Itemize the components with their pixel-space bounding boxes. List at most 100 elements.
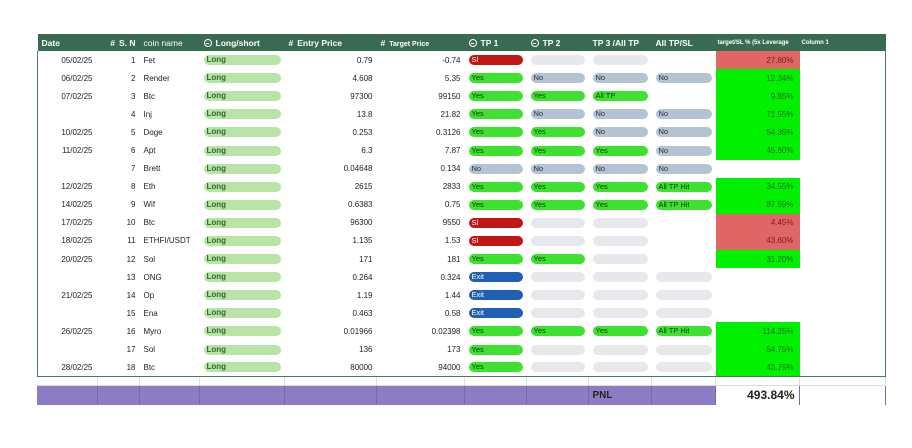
alltp-cell[interactable]: No (652, 123, 716, 141)
tp2-cell[interactable]: Yes (527, 178, 589, 196)
tp1-cell[interactable]: Yes (465, 123, 527, 141)
cell[interactable] (97, 377, 140, 386)
sn-cell[interactable]: 13 (98, 268, 140, 286)
date-cell[interactable]: 06/02/25 (37, 69, 98, 88)
tp3-cell[interactable] (589, 214, 652, 232)
tp1-cell[interactable]: Yes (465, 250, 527, 268)
col1-cell[interactable] (799, 69, 886, 88)
sn-cell[interactable]: 16 (98, 322, 140, 340)
header-target[interactable]: # Target Price (376, 34, 465, 51)
cell[interactable] (284, 385, 377, 406)
target-cell[interactable]: 1.53 (377, 232, 465, 250)
tp3-cell[interactable]: No (589, 69, 652, 87)
entry-cell[interactable]: 0.264 (285, 268, 377, 286)
ls-cell[interactable]: Long (200, 87, 285, 105)
coin-cell[interactable]: Inj (140, 105, 200, 123)
date-cell[interactable]: 26/02/25 (37, 322, 98, 341)
cell[interactable] (715, 377, 800, 386)
sn-cell[interactable]: 2 (98, 69, 140, 87)
target-cell[interactable]: -0.74 (377, 51, 465, 69)
pct-cell[interactable] (716, 268, 800, 286)
coin-cell[interactable]: ETHFI/USDT (140, 232, 200, 250)
pct-cell[interactable]: 9.85% (715, 87, 800, 106)
sn-cell[interactable]: 8 (98, 178, 140, 196)
col1-cell[interactable] (799, 159, 886, 178)
alltp-cell[interactable] (652, 214, 716, 232)
col1-cell[interactable] (799, 141, 886, 160)
target-cell[interactable]: 0.324 (377, 268, 465, 286)
date-cell[interactable]: 14/02/25 (37, 195, 98, 214)
tp3-cell[interactable]: Yes (589, 141, 652, 159)
coin-cell[interactable]: Op (140, 286, 200, 304)
date-cell[interactable] (37, 304, 98, 323)
ls-cell[interactable]: Long (200, 178, 285, 196)
tp2-cell[interactable] (527, 304, 589, 322)
target-cell[interactable]: 1.44 (377, 286, 465, 304)
cell[interactable] (37, 385, 98, 406)
cell[interactable] (526, 385, 589, 406)
target-cell[interactable]: 0.75 (377, 196, 465, 214)
target-cell[interactable]: 99150 (377, 87, 465, 105)
tp2-cell[interactable] (526, 358, 589, 378)
target-cell[interactable]: 181 (377, 250, 465, 268)
sn-cell[interactable]: 15 (98, 304, 140, 322)
pct-cell[interactable]: 43.60% (715, 231, 800, 251)
tp1-cell[interactable]: Exit (465, 268, 527, 286)
tp2-cell[interactable] (527, 341, 589, 359)
target-cell[interactable]: 94000 (376, 358, 465, 378)
tp3-cell[interactable]: Yes (589, 196, 652, 214)
alltp-cell[interactable]: All TP Hit (652, 196, 716, 214)
ls-cell[interactable]: Long (200, 341, 285, 359)
entry-cell[interactable]: 171 (285, 250, 377, 268)
col1-cell[interactable] (799, 358, 886, 378)
pnl-label[interactable]: PNL (588, 385, 652, 406)
tp3-cell[interactable]: No (589, 160, 652, 178)
alltp-cell[interactable] (652, 286, 716, 304)
target-cell[interactable]: 0.134 (377, 160, 465, 178)
entry-cell[interactable]: 0.6383 (285, 196, 377, 214)
entry-cell[interactable]: 96300 (285, 214, 377, 232)
col1-cell[interactable] (799, 177, 886, 196)
pct-cell[interactable]: 43.75% (715, 358, 800, 378)
coin-cell[interactable]: Doge (140, 123, 200, 141)
tp1-cell[interactable]: Sl (465, 214, 527, 232)
sn-cell[interactable]: 5 (98, 123, 140, 141)
tp3-cell[interactable] (589, 286, 652, 304)
header-entry[interactable]: # Entry Price (284, 34, 377, 51)
alltp-cell[interactable]: All TP Hit (652, 178, 716, 196)
alltp-cell[interactable] (652, 51, 716, 69)
cell[interactable] (284, 377, 377, 386)
tp3-cell[interactable] (589, 341, 652, 359)
tp1-cell[interactable]: Yes (465, 322, 527, 340)
header-sn[interactable]: # S. N (97, 34, 140, 51)
ls-cell[interactable]: Long (200, 286, 285, 304)
tp1-cell[interactable]: Yes (465, 87, 527, 105)
col1-cell[interactable] (799, 195, 886, 214)
header-col1[interactable]: Column 1 (799, 34, 886, 51)
alltp-cell[interactable]: No (652, 105, 716, 123)
target-cell[interactable]: 21.82 (377, 105, 465, 123)
date-cell[interactable]: 21/02/25 (37, 286, 98, 305)
sn-cell[interactable]: 6 (98, 141, 140, 159)
tp3-cell[interactable] (589, 268, 652, 286)
date-cell[interactable]: 12/02/25 (37, 177, 98, 196)
ls-cell[interactable]: Long (200, 304, 285, 322)
tp3-cell[interactable]: All TP (589, 87, 652, 105)
tp3-cell[interactable]: Yes (589, 322, 652, 340)
coin-cell[interactable]: Sol (140, 250, 200, 268)
col1-cell[interactable] (799, 340, 886, 359)
tp1-cell[interactable]: Exit (465, 304, 527, 322)
date-cell[interactable] (37, 340, 98, 359)
cell[interactable] (526, 377, 589, 386)
tp1-cell[interactable]: Sl (465, 232, 527, 250)
header-date[interactable]: Date (37, 34, 98, 51)
date-cell[interactable]: 20/02/25 (37, 250, 98, 269)
col1-cell[interactable] (799, 231, 886, 251)
tp2-cell[interactable] (527, 232, 589, 250)
date-cell[interactable]: 28/02/25 (37, 358, 98, 378)
entry-cell[interactable]: 0.01966 (285, 322, 377, 340)
tp3-cell[interactable]: No (589, 123, 652, 141)
date-cell[interactable]: 18/02/25 (37, 231, 98, 251)
cell[interactable] (139, 385, 200, 406)
coin-cell[interactable]: Sol (140, 341, 200, 359)
